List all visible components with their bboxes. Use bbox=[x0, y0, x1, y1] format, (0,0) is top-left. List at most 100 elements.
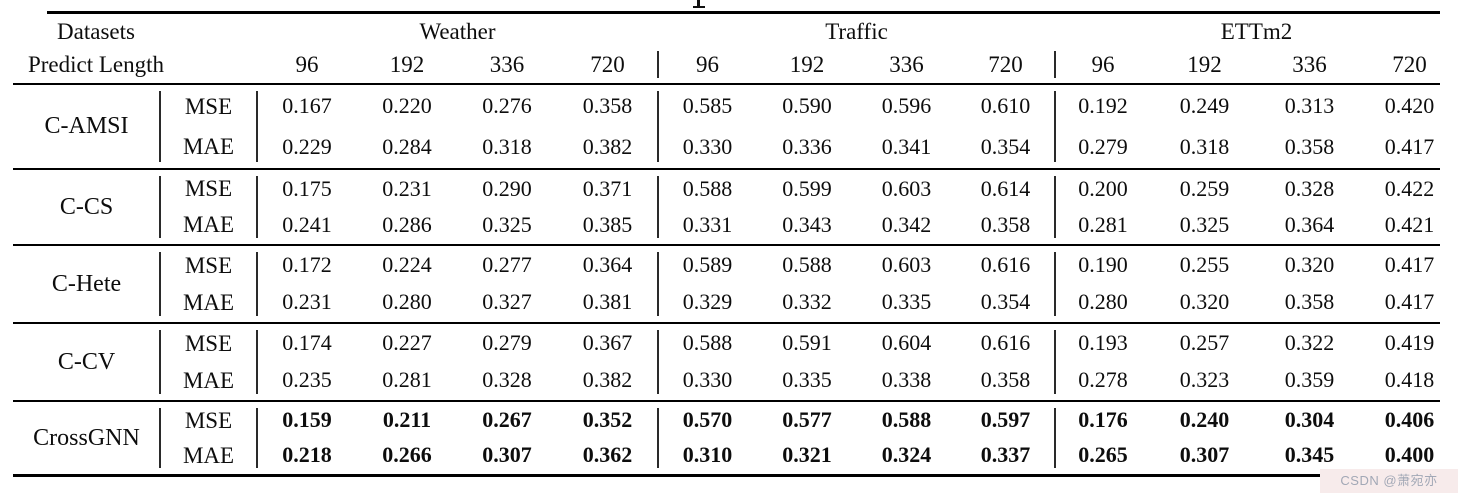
metric-label: MAE bbox=[182, 367, 235, 393]
value-cell: 0.603 bbox=[881, 175, 932, 201]
value-cell: 0.367 bbox=[582, 330, 633, 356]
header-group-traffic: Traffic bbox=[825, 19, 888, 45]
method-block: C-Hete MSE 0.172 0.224 0.277 0.364 0.589 0.588… bbox=[13, 247, 1458, 321]
value-cell: 0.358 bbox=[582, 93, 633, 119]
table-rule bbox=[13, 322, 1440, 324]
value-cell: 0.420 bbox=[1384, 93, 1435, 119]
metric-label: MSE bbox=[184, 407, 233, 433]
table-rule bbox=[13, 168, 1440, 170]
metric-label: MAE bbox=[182, 212, 235, 238]
value-cell: 0.235 bbox=[282, 367, 332, 393]
value-cell: 0.616 bbox=[980, 252, 1031, 278]
value-cell: 0.338 bbox=[881, 367, 932, 393]
value-cell: 0.266 bbox=[382, 442, 432, 468]
method-block: C-AMSI MSE 0.167 0.220 0.276 0.358 0.585 0.590… bbox=[13, 86, 1458, 167]
value-cell: 0.174 bbox=[282, 330, 332, 356]
column-separator bbox=[256, 176, 258, 238]
header-predict-length-label: Predict Length bbox=[27, 51, 165, 77]
value-cell: 0.175 bbox=[282, 175, 332, 201]
value-cell: 0.358 bbox=[980, 211, 1031, 237]
value-cell: 0.231 bbox=[382, 175, 432, 201]
header-length-cell: 336 bbox=[1292, 51, 1327, 77]
value-cell: 0.321 bbox=[782, 442, 832, 468]
value-cell: 0.421 bbox=[1384, 211, 1435, 237]
value-cell: 0.590 bbox=[782, 93, 832, 119]
value-cell: 0.341 bbox=[881, 133, 932, 159]
column-separator bbox=[159, 330, 161, 394]
value-cell: 0.588 bbox=[682, 175, 733, 201]
header-length-cell: 720 bbox=[1392, 51, 1427, 77]
value-cell: 0.596 bbox=[881, 93, 932, 119]
value-cell: 0.614 bbox=[980, 175, 1031, 201]
value-cell: 0.610 bbox=[980, 93, 1031, 119]
method-block: CrossGNN MSE 0.159 0.211 0.267 0.352 0.570 0.5… bbox=[13, 403, 1458, 473]
value-cell: 0.325 bbox=[1179, 211, 1230, 237]
column-separator bbox=[1054, 408, 1056, 468]
header-length-cell: 720 bbox=[988, 51, 1023, 77]
value-cell: 0.227 bbox=[382, 330, 432, 356]
value-cell: 0.577 bbox=[782, 407, 832, 433]
value-cell: 0.352 bbox=[582, 407, 633, 433]
value-cell: 0.362 bbox=[582, 442, 633, 468]
value-cell: 0.193 bbox=[1078, 330, 1128, 356]
value-cell: 0.240 bbox=[1179, 407, 1230, 433]
value-cell: 0.172 bbox=[282, 252, 332, 278]
value-cell: 0.218 bbox=[282, 442, 332, 468]
value-cell: 0.327 bbox=[482, 289, 532, 315]
value-cell: 0.358 bbox=[980, 367, 1031, 393]
value-cell: 0.279 bbox=[1078, 133, 1128, 159]
column-separator bbox=[159, 91, 161, 162]
value-cell: 0.249 bbox=[1179, 93, 1230, 119]
value-cell: 0.328 bbox=[1284, 175, 1335, 201]
value-cell: 0.324 bbox=[881, 442, 932, 468]
value-cell: 0.358 bbox=[1284, 289, 1335, 315]
value-cell: 0.241 bbox=[282, 211, 332, 237]
value-cell: 0.358 bbox=[1284, 133, 1335, 159]
value-cell: 0.385 bbox=[582, 211, 633, 237]
value-cell: 0.320 bbox=[1284, 252, 1335, 278]
column-separator bbox=[256, 91, 258, 162]
value-cell: 0.330 bbox=[682, 367, 733, 393]
value-cell: 0.417 bbox=[1384, 289, 1435, 315]
header-length-cell: 192 bbox=[389, 51, 425, 77]
csdn-watermark: CSDN @萧宛亦 bbox=[1320, 469, 1458, 493]
table-top-rule bbox=[47, 11, 1440, 14]
value-cell: 0.280 bbox=[382, 289, 432, 315]
value-cell: 0.382 bbox=[582, 367, 633, 393]
value-cell: 0.211 bbox=[382, 407, 432, 433]
column-separator bbox=[159, 176, 161, 238]
cropped-caption-glyph bbox=[693, 0, 705, 9]
value-cell: 0.597 bbox=[980, 407, 1031, 433]
value-cell: 0.417 bbox=[1384, 133, 1435, 159]
value-cell: 0.603 bbox=[881, 252, 932, 278]
value-cell: 0.422 bbox=[1384, 175, 1435, 201]
column-separator bbox=[657, 252, 659, 316]
method-name: C-CS bbox=[59, 193, 114, 220]
method-name: C-CV bbox=[57, 348, 116, 375]
value-cell: 0.310 bbox=[682, 442, 733, 468]
header-length-cell: 96 bbox=[696, 51, 719, 77]
value-cell: 0.417 bbox=[1384, 252, 1435, 278]
header-length-cell: 720 bbox=[590, 51, 625, 77]
header-length-cell: 192 bbox=[789, 51, 825, 77]
value-cell: 0.255 bbox=[1179, 252, 1230, 278]
header-length-cell: 192 bbox=[1187, 51, 1222, 77]
value-cell: 0.354 bbox=[980, 133, 1031, 159]
metric-label: MAE bbox=[182, 134, 235, 160]
table-bottom-rule bbox=[13, 474, 1440, 477]
method-name: C-Hete bbox=[51, 270, 122, 297]
value-cell: 0.599 bbox=[782, 175, 832, 201]
value-cell: 0.313 bbox=[1284, 93, 1335, 119]
value-cell: 0.570 bbox=[682, 407, 733, 433]
value-cell: 0.224 bbox=[382, 252, 432, 278]
value-cell: 0.304 bbox=[1284, 407, 1335, 433]
value-cell: 0.229 bbox=[282, 133, 332, 159]
value-cell: 0.332 bbox=[782, 289, 832, 315]
metric-label: MAE bbox=[182, 289, 235, 315]
value-cell: 0.329 bbox=[682, 289, 733, 315]
value-cell: 0.281 bbox=[1078, 211, 1128, 237]
header-group-weather: Weather bbox=[419, 19, 496, 45]
value-cell: 0.159 bbox=[282, 407, 332, 433]
value-cell: 0.323 bbox=[1179, 367, 1230, 393]
value-cell: 0.290 bbox=[482, 175, 532, 201]
